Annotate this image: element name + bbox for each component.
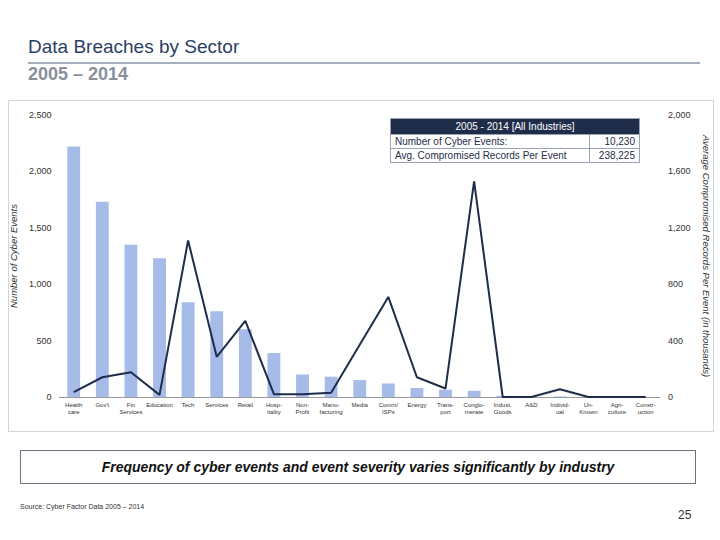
html-text:Number of Cyber Events:: Number of Cyber Events: (395, 136, 508, 147)
svg-text:Energy: Energy (407, 402, 426, 408)
svg-text:Fin: Fin (127, 402, 135, 408)
svg-text:merate: merate (465, 409, 484, 415)
svg-text:0: 0 (668, 392, 673, 402)
svg-text:Media: Media (352, 402, 369, 408)
svg-text:1,000: 1,000 (29, 279, 52, 289)
svg-text:A&D: A&D (525, 402, 538, 408)
svg-text:800: 800 (668, 279, 683, 289)
html-text:10,230: 10,230 (604, 136, 635, 147)
html-text:2005 – 2014: 2005 – 2014 (28, 64, 129, 84)
html-text:238,225: 238,225 (598, 150, 635, 161)
svg-text:2,000: 2,000 (668, 110, 691, 120)
svg-text:Number of Cyber Events: Number of Cyber Events (8, 204, 19, 308)
svg-text:Health: Health (65, 402, 82, 408)
svg-text:Indust.: Indust. (494, 402, 512, 408)
svg-text:Hosp-: Hosp- (266, 402, 282, 408)
svg-text:Trans-: Trans- (437, 402, 454, 408)
svg-text:culture: culture (608, 409, 627, 415)
html-text:25: 25 (678, 508, 692, 522)
svg-text:1,200: 1,200 (668, 223, 691, 233)
svg-text:Services: Services (205, 402, 228, 408)
svg-text:ual: ual (556, 409, 564, 415)
svg-text:Services: Services (119, 409, 142, 415)
svg-text:Retail: Retail (238, 402, 253, 408)
html-text:Frequency of cyber events and: Frequency of cyber events and event seve… (101, 459, 615, 475)
svg-text:1,600: 1,600 (668, 166, 691, 176)
svg-text:Known: Known (579, 409, 597, 415)
svg-text:Individ-: Individ- (550, 402, 569, 408)
svg-text:Un-: Un- (584, 402, 594, 408)
svg-text:Profit: Profit (296, 409, 310, 415)
svg-text:Education: Education (146, 402, 173, 408)
svg-text:2,000: 2,000 (29, 166, 52, 176)
svg-text:Conglo-: Conglo- (464, 402, 485, 408)
html-text:Data Breaches by Sector: Data Breaches by Sector (28, 36, 240, 57)
svg-text:facturing: facturing (320, 409, 343, 415)
svg-text:Tech: Tech (182, 402, 195, 408)
svg-text:Non-: Non- (296, 402, 309, 408)
html-text:2005 - 2014 [All Industries]: 2005 - 2014 [All Industries] (455, 121, 575, 132)
svg-text:uction: uction (638, 409, 654, 415)
svg-text:1,500: 1,500 (29, 223, 52, 233)
svg-text:port: port (440, 409, 451, 415)
svg-text:0: 0 (46, 392, 51, 402)
html-text:Avg. Compromised Records Per E: Avg. Compromised Records Per Event (395, 150, 567, 161)
svg-text:care: care (68, 409, 80, 415)
svg-text:Manu-: Manu- (323, 402, 340, 408)
svg-text:Goods: Goods (494, 409, 512, 415)
svg-text:Constr-: Constr- (636, 402, 656, 408)
svg-text:Comm/: Comm/ (379, 402, 399, 408)
svg-text:2,500: 2,500 (29, 110, 52, 120)
svg-text:500: 500 (36, 336, 51, 346)
svg-text:Agri-: Agri- (611, 402, 624, 408)
svg-text:ISPs: ISPs (382, 409, 395, 415)
html-text:Source: Cyber Factor Data 2005: Source: Cyber Factor Data 2005 – 2014 (20, 503, 145, 510)
svg-text:400: 400 (668, 336, 683, 346)
svg-text:itality: itality (267, 409, 281, 415)
svg-text:Average Compromised Records Pe: Average Compromised Records Per Event (i… (701, 134, 712, 377)
svg-text:Gov't: Gov't (95, 402, 109, 408)
